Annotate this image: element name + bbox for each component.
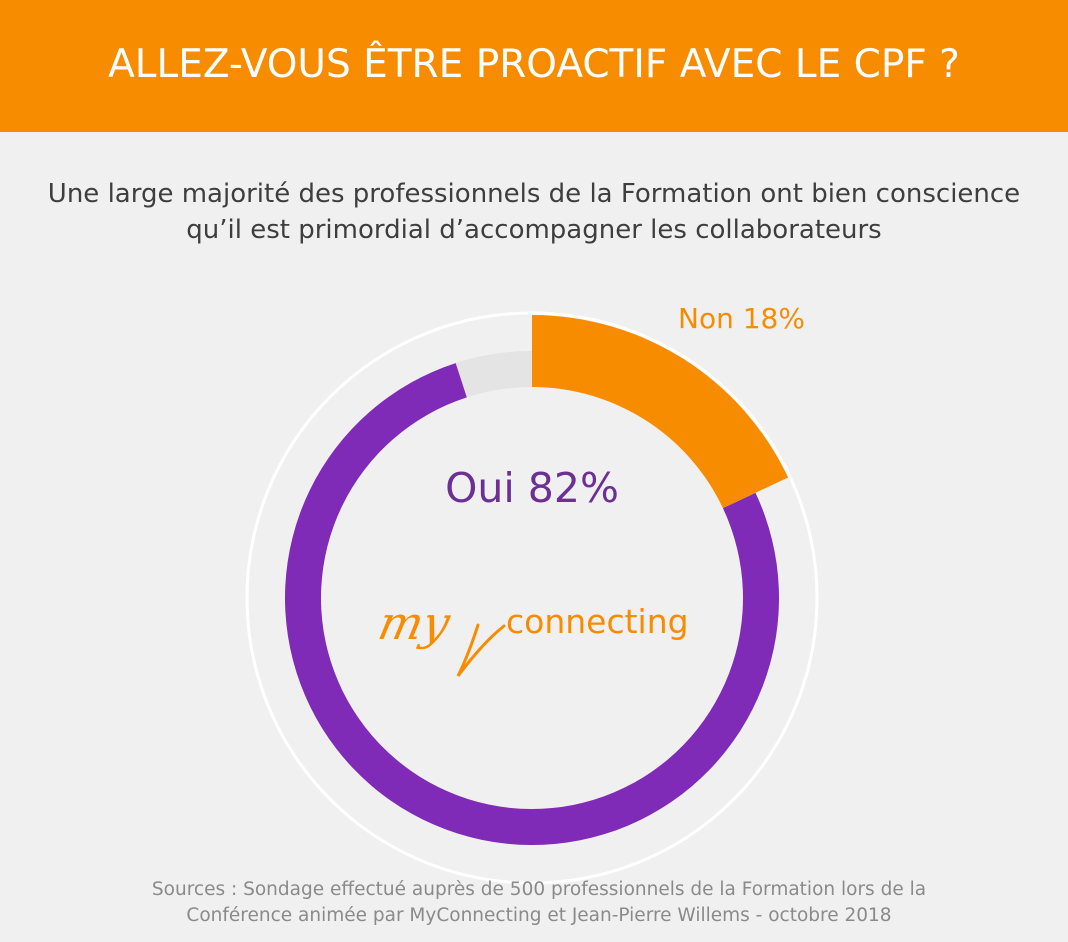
subtitle-line-2: qu’il est primordial d’accompagner les c… [186, 215, 882, 245]
sources-line-1: Sources : Sondage effectué auprès de 500… [151, 879, 927, 900]
sources-footnote: Sources : Sondage effectué auprès de 500… [0, 877, 1068, 929]
data-label-oui: Oui 82% [445, 464, 619, 512]
chart-subtitle: Une large majorité des professionnels de… [0, 176, 1068, 248]
logo-swash [456, 623, 506, 677]
data-label-non: Non 18% [678, 302, 805, 335]
header-banner [0, 0, 1068, 132]
page-title: ALLEZ-VOUS ÊTRE PROACTIF AVEC LE CPF ? [108, 42, 960, 87]
sources-line-2: Conférence animée par MyConnecting et Je… [186, 905, 892, 926]
myconnecting-logo: my connecting [374, 596, 689, 677]
outer-ring [245, 311, 819, 885]
logo-wordmark: connecting [506, 602, 689, 641]
logo-script: my [374, 596, 456, 649]
slice-non [532, 315, 789, 509]
subtitle-line-1: Une large majorité des professionnels de… [47, 179, 1021, 209]
